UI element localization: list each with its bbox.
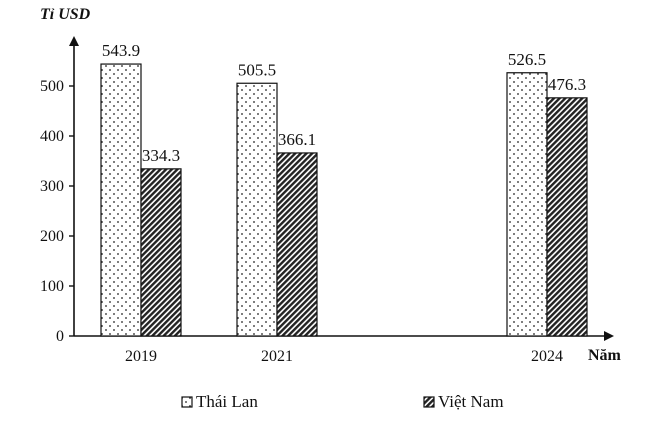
bar-thai-lan (100, 63, 142, 337)
bar-value-label: 366.1 (278, 130, 316, 149)
y-tick-label: 400 (40, 128, 64, 145)
x-axis-arrow (604, 331, 614, 341)
bar-value-label: 526.5 (508, 50, 546, 69)
x-axis-title: Năm (588, 347, 622, 364)
y-tick-label: 200 (40, 228, 64, 245)
legend-label-viet-nam: Việt Nam (438, 392, 504, 411)
bar-thai-lan (506, 72, 548, 337)
y-tick-label: 0 (56, 328, 64, 345)
bar-viet-nam (140, 168, 182, 337)
y-tick-label: 300 (40, 178, 64, 195)
legend-label-thai-lan: Thái Lan (196, 392, 258, 411)
x-tick-label: 2024 (531, 348, 563, 365)
bar-viet-nam (276, 152, 318, 337)
legend: Thái Lan Việt Nam (181, 392, 504, 411)
bar-value-label: 476.3 (548, 75, 586, 94)
x-tick-label: 2021 (261, 348, 293, 365)
legend-swatch-viet-nam (423, 396, 435, 408)
bar-viet-nam (546, 97, 588, 337)
bar-thai-lan (236, 82, 278, 337)
x-tick-label: 2019 (125, 348, 157, 365)
y-tick-label: 100 (40, 278, 64, 295)
y-tick-label: 500 (40, 78, 64, 95)
y-axis-title: Tỉ USD (40, 6, 91, 23)
bars-layer (100, 63, 588, 337)
bar-value-label: 334.3 (142, 146, 180, 165)
legend-swatch-thai-lan (181, 396, 193, 408)
bar-value-label: 543.9 (102, 41, 140, 60)
bar-value-label: 505.5 (238, 60, 276, 79)
y-axis-arrow (69, 36, 79, 46)
